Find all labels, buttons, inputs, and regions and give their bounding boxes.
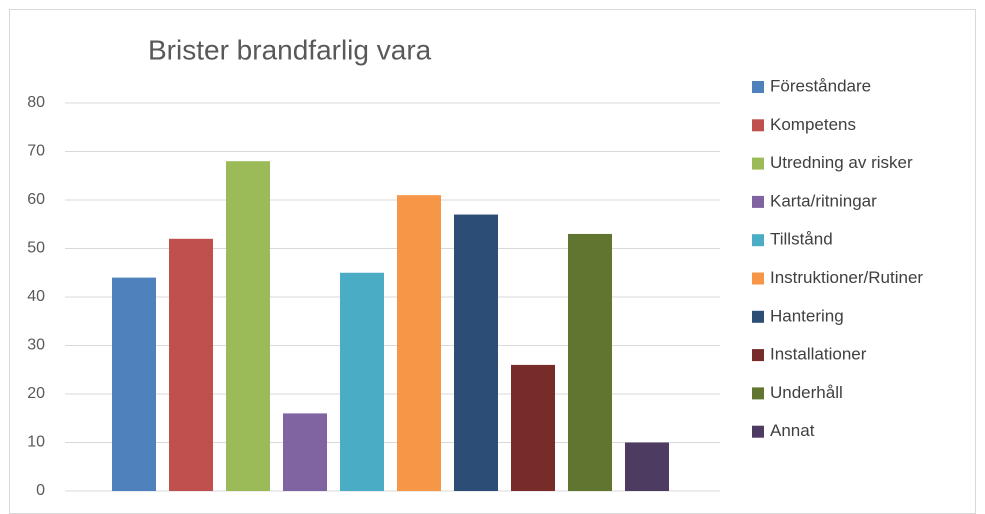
legend-swatch bbox=[752, 234, 764, 247]
bar bbox=[112, 277, 156, 491]
bar bbox=[283, 413, 327, 491]
legend-swatch bbox=[752, 425, 764, 438]
legend-label: Installationer bbox=[770, 345, 867, 364]
legend-swatch bbox=[752, 195, 764, 208]
legend-swatch bbox=[752, 272, 764, 285]
bar bbox=[397, 195, 441, 491]
legend-swatch bbox=[752, 119, 764, 132]
bar bbox=[568, 233, 612, 491]
y-tick-label: 30 bbox=[27, 337, 45, 354]
chart-title: Brister brandfarlig vara bbox=[148, 34, 432, 65]
bar bbox=[454, 214, 498, 492]
legend-swatch bbox=[752, 387, 764, 400]
legend-swatch bbox=[752, 310, 764, 323]
y-tick-label: 10 bbox=[27, 434, 45, 451]
y-tick-label: 60 bbox=[27, 191, 45, 208]
legend-label: Utredning av risker bbox=[770, 153, 913, 172]
y-tick-label: 20 bbox=[27, 385, 45, 402]
legend-swatch bbox=[752, 157, 764, 170]
legend-swatch bbox=[752, 81, 764, 93]
bar bbox=[511, 364, 555, 491]
legend-label: Instruktioner/Rutiner bbox=[770, 268, 923, 287]
legend-label: Föreståndare bbox=[770, 76, 871, 95]
legend-label: Karta/ritningar bbox=[770, 191, 877, 210]
y-tick-label: 0 bbox=[36, 482, 45, 499]
y-tick-label: 50 bbox=[27, 240, 45, 257]
legend-label: Annat bbox=[770, 421, 815, 440]
legend-label: Underhåll bbox=[770, 383, 843, 402]
legend-swatch bbox=[752, 349, 764, 362]
bar bbox=[169, 238, 213, 491]
legend-label: Kompetens bbox=[770, 115, 856, 134]
legend-label: Hantering bbox=[770, 306, 844, 325]
legend-label: Tillstånd bbox=[770, 230, 833, 249]
y-tick-label: 80 bbox=[27, 94, 45, 111]
y-tick-label: 70 bbox=[27, 143, 45, 160]
y-tick-label: 40 bbox=[27, 288, 45, 305]
bar bbox=[340, 272, 384, 491]
bar bbox=[625, 442, 669, 491]
bar bbox=[226, 161, 270, 491]
